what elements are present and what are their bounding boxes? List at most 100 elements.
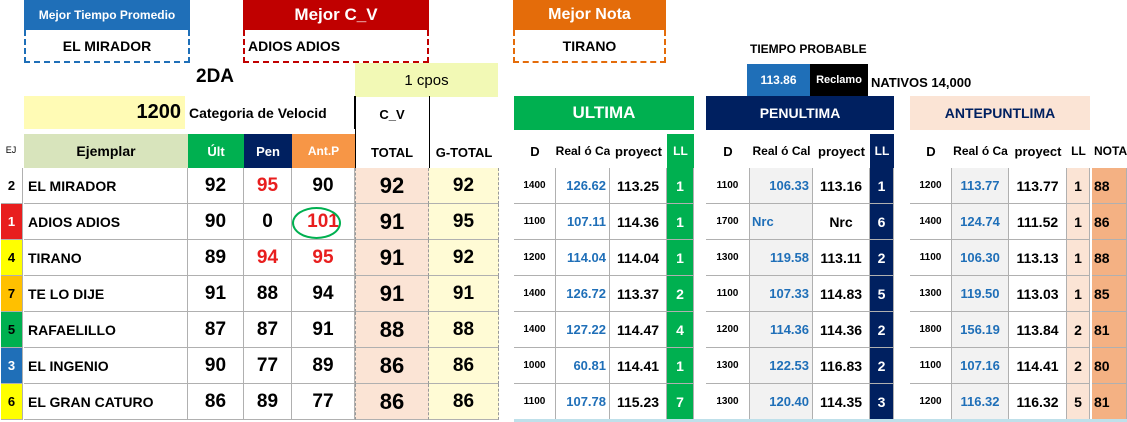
bottom-line: [514, 419, 1127, 422]
gtotal-header: G-TOTAL: [435, 144, 493, 160]
cell-p-proy: 114.35: [813, 384, 870, 420]
cell-a-proy: 113.77: [1009, 168, 1067, 204]
cell-pen: 94: [244, 240, 292, 276]
cell-u-ll: 7: [667, 384, 694, 420]
cell-a-ll: 2: [1067, 348, 1090, 384]
cell-a-ll: 5: [1067, 384, 1090, 420]
cell-u-d: 1100: [514, 384, 556, 420]
cell-p-d: 1300: [706, 240, 750, 276]
u-ll-header: LL: [667, 134, 694, 168]
cell-u-ll: 1: [667, 240, 694, 276]
u-proy-header: proyect: [615, 143, 662, 159]
cell-ej: 3: [1, 348, 23, 384]
reclamo-label: Reclamo: [810, 64, 868, 96]
cell-a-ll: 1: [1067, 276, 1090, 312]
cell-a-proy: 111.52: [1009, 204, 1067, 240]
cell-a-real: 156.19: [952, 312, 1009, 348]
cell-a-proy: 113.84: [1009, 312, 1067, 348]
cell-u-proy: 114.04: [610, 240, 667, 276]
cell-a-real: 124.74: [952, 204, 1009, 240]
antepenultima-header: ANTEPUNTLIMA: [910, 96, 1090, 130]
cell-nota: 80: [1092, 348, 1127, 384]
cell-ult: 87: [188, 312, 244, 348]
best-nota-header: Mejor Nota: [513, 0, 666, 30]
cell-u-d: 1000: [514, 348, 556, 384]
cell-gtotal: 86: [429, 348, 499, 384]
cell-total: 91: [355, 204, 429, 240]
cell-name: EL GRAN CATURO: [24, 384, 188, 420]
p-ll-header: LL: [870, 134, 894, 168]
cell-ej: 6: [1, 384, 23, 420]
cell-antp: 89: [292, 348, 355, 384]
cell-a-d: 1100: [910, 348, 952, 384]
cell-p-d: 1100: [706, 276, 750, 312]
u-real-header: Real ó Ca: [556, 144, 610, 158]
cell-p-real: Nrc: [750, 204, 813, 240]
cell-p-ll: 5: [870, 276, 894, 312]
cell-p-ll: 3: [870, 384, 894, 420]
highlight-circle: [292, 207, 341, 239]
cell-antp: 94: [292, 276, 355, 312]
cell-p-real: 106.33: [750, 168, 813, 204]
cell-p-d: 1700: [706, 204, 750, 240]
cell-pen: 89: [244, 384, 292, 420]
cell-u-real: 126.62: [556, 168, 610, 204]
cell-a-real: 119.50: [952, 276, 1009, 312]
cv-header: C_V: [379, 106, 405, 122]
cell-u-proy: 113.37: [610, 276, 667, 312]
cell-ej: 7: [1, 276, 23, 312]
cell-u-d: 1100: [514, 204, 556, 240]
cell-p-ll: 6: [870, 204, 894, 240]
ejemplar-header: Ejemplar: [24, 134, 188, 168]
cell-u-d: 1400: [514, 276, 556, 312]
cell-name: EL MIRADOR: [24, 168, 188, 204]
cell-p-ll: 1: [870, 168, 894, 204]
best-cv-header: Mejor C_V: [243, 0, 429, 30]
cell-pen: 95: [244, 168, 292, 204]
cell-a-proy: 113.13: [1009, 240, 1067, 276]
cell-a-d: 1800: [910, 312, 952, 348]
a-ll-header: LL: [1071, 144, 1086, 158]
cell-u-d: 1400: [514, 312, 556, 348]
penultima-header: PENULTIMA: [706, 96, 894, 130]
cell-u-d: 1200: [514, 240, 556, 276]
cell-ult: 90: [188, 348, 244, 384]
cell-p-real: 119.58: [750, 240, 813, 276]
cell-name: EL INGENIO: [24, 348, 188, 384]
cell-name: RAFAELILLO: [24, 312, 188, 348]
cell-a-real: 113.77: [952, 168, 1009, 204]
ultima-header: ULTIMA: [514, 96, 694, 130]
cell-a-ll: 1: [1067, 240, 1090, 276]
cell-ult: 91: [188, 276, 244, 312]
cell-u-proy: 114.47: [610, 312, 667, 348]
cell-p-proy: Nrc: [813, 204, 870, 240]
ult-header: Últ: [188, 134, 244, 168]
cell-a-d: 1100: [910, 240, 952, 276]
cell-ult: 86: [188, 384, 244, 420]
cell-total: 86: [355, 348, 429, 384]
best-nota-value: TIRANO: [513, 30, 666, 63]
cell-a-ll: 1: [1067, 168, 1090, 204]
cell-pen: 77: [244, 348, 292, 384]
cell-p-proy: 113.11: [813, 240, 870, 276]
cell-u-ll: 1: [667, 348, 694, 384]
p-real-header: Real ó Cal: [752, 144, 811, 158]
best-time-header: Mejor Tiempo Promedio: [24, 0, 190, 30]
cell-gtotal: 91: [429, 276, 499, 312]
cell-u-proy: 113.25: [610, 168, 667, 204]
cell-pen: 87: [244, 312, 292, 348]
u-d-header: D: [530, 143, 540, 159]
a-d-header: D: [926, 143, 936, 159]
cell-total: 91: [355, 276, 429, 312]
cell-ult: 92: [188, 168, 244, 204]
nativos-label: NATIVOS 14,000: [871, 75, 972, 90]
cell-p-proy: 116.83: [813, 348, 870, 384]
best-cv-value: ADIOS ADIOS: [243, 30, 429, 63]
cell-total: 91: [355, 240, 429, 276]
cell-ult: 89: [188, 240, 244, 276]
cell-p-d: 1100: [706, 168, 750, 204]
cell-nota: 88: [1092, 168, 1127, 204]
cell-gtotal: 92: [429, 240, 499, 276]
cell-nota: 81: [1092, 312, 1127, 348]
cpos-box: 1 cpos: [355, 63, 498, 97]
